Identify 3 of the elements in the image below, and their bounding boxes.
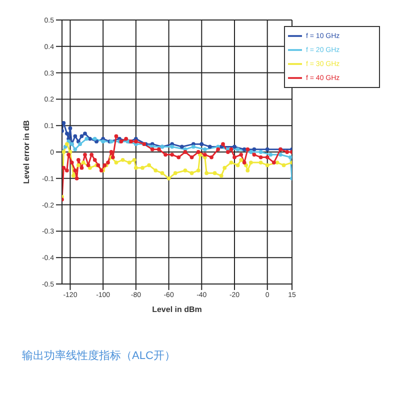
text: 输出功率线性度指标（ALC开） [22, 348, 176, 363]
x-axis-title: Level in dBm [152, 305, 202, 314]
y-axis-title: Level error in dB [22, 120, 31, 184]
